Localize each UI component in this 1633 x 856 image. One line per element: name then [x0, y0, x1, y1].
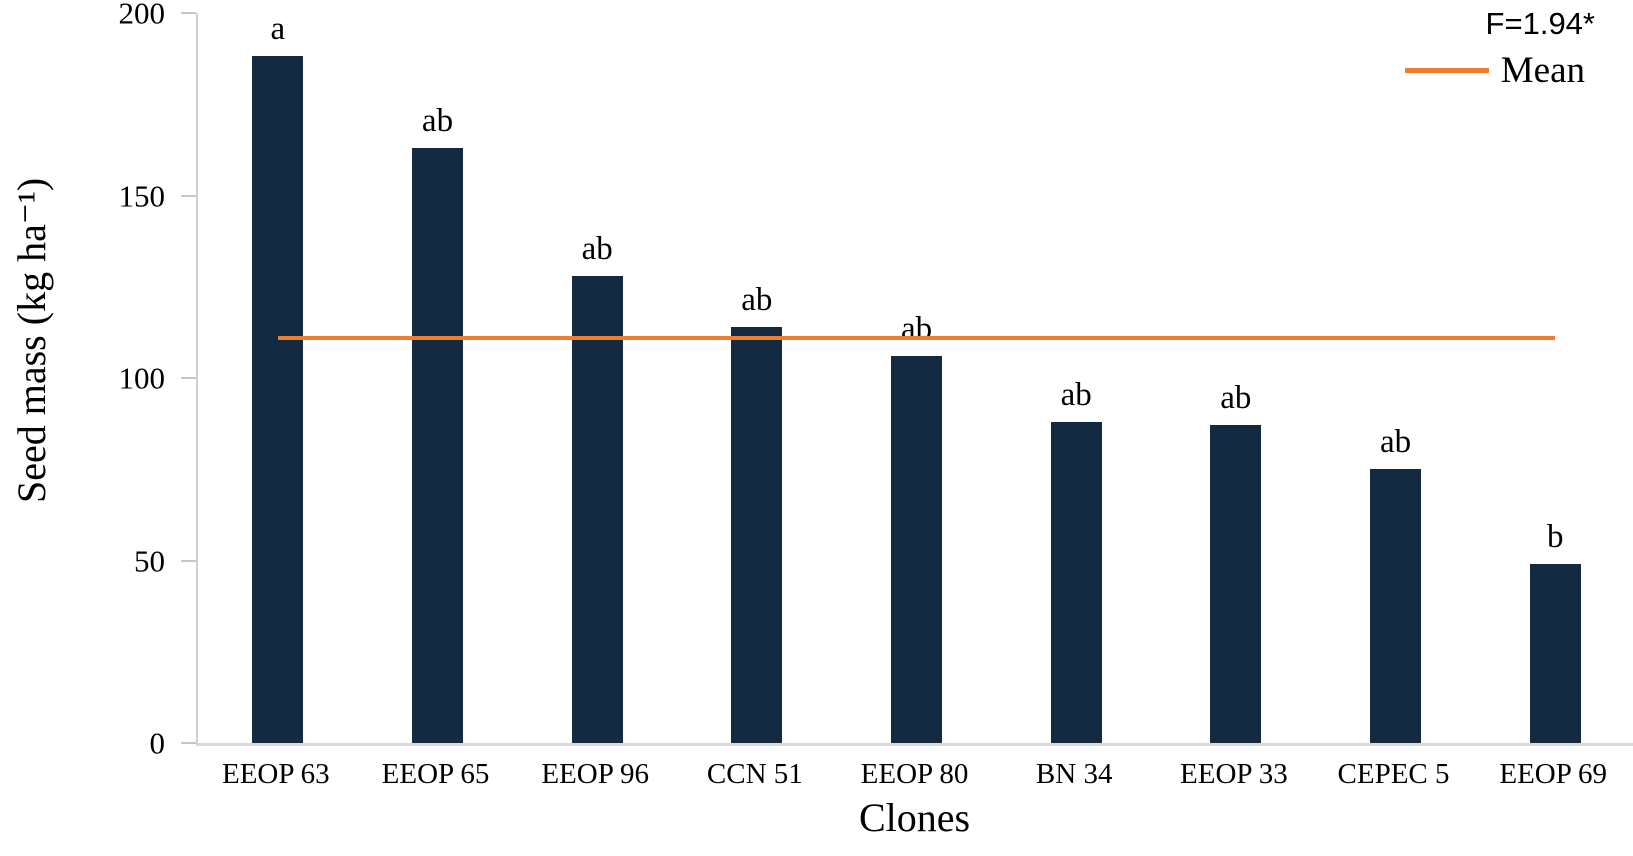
bar-eeop-33	[1210, 425, 1262, 743]
category-label-eeop-69: EEOP 69	[1499, 758, 1608, 790]
bar-slot-eeop-80: ab	[837, 13, 997, 743]
significance-letter: ab	[581, 230, 613, 267]
bars-container: a ab ab ab ab ab ab ab b	[198, 13, 1633, 743]
category-label-eeop-96: EEOP 96	[541, 758, 650, 790]
bar-eeop-65	[412, 148, 463, 743]
bar-slot-bn-34: ab	[996, 13, 1156, 743]
bar-slot-cepec-5: ab	[1316, 13, 1476, 743]
significance-letter: ab	[421, 103, 454, 140]
bar-cepec-5	[1370, 469, 1422, 743]
bar-slot-eeop-96: ab	[517, 13, 677, 743]
category-label-cepec-5: CEPEC 5	[1337, 758, 1450, 790]
bar-ccn-51	[731, 326, 783, 743]
y-axis-tick	[181, 12, 196, 14]
y-axis-title: Seed mass (kg ha⁻¹)	[9, 177, 54, 503]
mean-line	[277, 335, 1556, 340]
mean-line-legend-swatch	[1404, 68, 1489, 73]
y-axis-tick-label: 100	[118, 360, 166, 396]
y-axis-tick	[181, 194, 196, 197]
category-label-bn-34: BN 34	[1035, 758, 1113, 790]
category-label-eeop-80: EEOP 80	[860, 758, 969, 790]
bar-slot-eeop-69: b	[1475, 13, 1633, 743]
x-axis-category-labels: EEOP 63 EEOP 65 EEOP 96 CCN 51 EEOP 80 BN 34 E…	[196, 760, 1633, 789]
bar-eeop-96	[571, 275, 623, 743]
significance-letter: ab	[1379, 424, 1412, 461]
legend-label: Mean	[1500, 50, 1585, 91]
legend: Mean	[1404, 50, 1585, 91]
bar-slot-eeop-65: ab	[358, 13, 518, 743]
significance-letter: ab	[900, 311, 933, 348]
significance-letter: ab	[741, 281, 773, 318]
significance-letter: b	[1546, 519, 1564, 556]
category-label-eeop-65: EEOP 65	[381, 758, 490, 790]
y-axis-tick-label: 0	[149, 725, 166, 761]
plot-area: a ab ab ab ab ab ab ab b 0 50 100 150 200	[119, 0, 1633, 759]
category-label-ccn-51: CCN 51	[706, 758, 803, 790]
y-axis-tick-label: 50	[134, 543, 165, 578]
category-label-eeop-33: EEOP 33	[1180, 758, 1288, 790]
bar-bn-34	[1050, 421, 1102, 743]
bar-eeop-63	[252, 56, 304, 743]
bar-slot-ccn-51: ab	[677, 13, 837, 743]
significance-letter: ab	[1060, 376, 1092, 413]
x-axis-title: Clones	[858, 795, 971, 840]
bar-slot-eeop-33: ab	[1156, 13, 1316, 743]
y-axis-tick	[181, 559, 196, 562]
bar-slot-eeop-63: a	[198, 13, 358, 743]
y-axis-tick	[181, 377, 196, 379]
bar-eeop-80	[891, 356, 943, 743]
significance-letter: ab	[1220, 380, 1252, 417]
y-axis-tick	[181, 742, 196, 744]
significance-letter: a	[270, 11, 286, 47]
y-axis-tick-label: 200	[118, 0, 166, 31]
bar-eeop-69	[1529, 564, 1581, 743]
f-statistic-annotation: F=1.94*	[1485, 6, 1595, 41]
category-label-eeop-63: EEOP 63	[221, 758, 330, 790]
y-axis-tick-label: 150	[118, 178, 166, 213]
